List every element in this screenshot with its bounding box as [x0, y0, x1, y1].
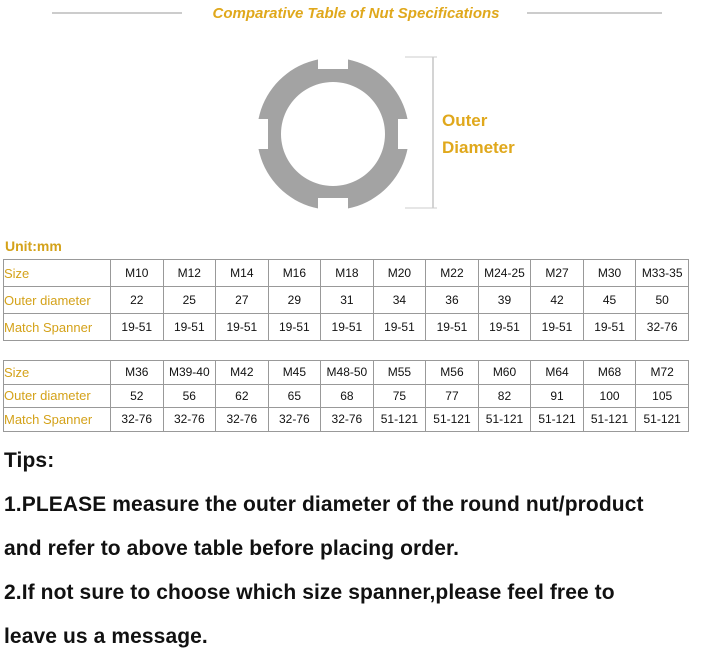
- table-cell: 19-51: [162, 313, 217, 341]
- table-row: Size M36 M39-40 M42 M45 M48-50 M55 M56 M60 M64 M68…: [3, 360, 689, 385]
- table-cell: 32-76: [162, 407, 217, 432]
- table-cell: M30: [582, 259, 637, 287]
- table-cell: 51-121: [372, 407, 427, 432]
- tip-line: 1.PLEASE measure the outer diameter of t…: [4, 493, 644, 516]
- table-cell: 42: [530, 286, 584, 314]
- table-cell: 65: [267, 383, 322, 408]
- table-row: Outer diameter 52 56 62 65 68 75 77 82 91 100 105: [3, 383, 689, 408]
- row-header: Size: [3, 259, 111, 287]
- table-cell: 77: [425, 383, 479, 408]
- table-cell: 51-121: [635, 407, 689, 432]
- table-cell: 19-51: [425, 313, 479, 341]
- diagram-label: Diameter: [442, 138, 515, 157]
- table-cell: 25: [162, 286, 217, 314]
- table-cell: 75: [372, 383, 427, 408]
- table-row: Outer diameter 22 25 27 29 31 34 36 39 42 45 50: [3, 286, 689, 314]
- diagram: Comparative Table of Nut Specifications …: [52, 5, 662, 211]
- table-cell: 68: [320, 383, 374, 408]
- table-cell: 51-121: [425, 407, 479, 432]
- table-cell: 19-51: [215, 313, 269, 341]
- table-cell: 52: [110, 383, 164, 408]
- table-cell: 32-76: [267, 407, 322, 432]
- table-cell: 36: [425, 286, 479, 314]
- table-cell: 39: [477, 286, 532, 314]
- table-cell: 62: [215, 383, 269, 408]
- table-cell: M60: [477, 360, 532, 385]
- table-cell: M22: [425, 259, 479, 287]
- table-cell: M16: [267, 259, 322, 287]
- table-cell: 82: [477, 383, 532, 408]
- unit: Unit:mm: [5, 238, 62, 254]
- table-cell: M39-40: [162, 360, 217, 385]
- table-row: Match Spanner 19-51 19-51 19-51 19-51 19-51 19…: [3, 313, 689, 341]
- table-cell: 56: [162, 383, 217, 408]
- table-cell: 32-76: [635, 313, 689, 341]
- table-cell: M10: [110, 259, 164, 287]
- table-cell: 19-51: [477, 313, 532, 341]
- table-cell: 32-76: [215, 407, 269, 432]
- row-header: Match Spanner: [3, 313, 111, 341]
- table-cell: 31: [320, 286, 374, 314]
- title: Comparative Table of Nut Specifications: [213, 5, 500, 22]
- table-cell: M24-25: [477, 259, 532, 287]
- row-header: Match Spanner: [3, 407, 111, 432]
- table-cell: M55: [372, 360, 427, 385]
- table-cell: 105: [635, 383, 689, 408]
- table-cell: M48-50: [320, 360, 374, 385]
- table-cell: M45: [267, 360, 322, 385]
- table-cell: 19-51: [320, 313, 374, 341]
- table-cell: 91: [530, 383, 584, 408]
- table-cell: M36: [110, 360, 164, 385]
- table-cell: M64: [530, 360, 584, 385]
- table-cell: 19-51: [267, 313, 322, 341]
- row-header: Outer diameter: [3, 383, 111, 408]
- spec-table: Size M10 M12 M14 M16 M18 M20 M22 M24-25 M27 M30 M33…: [3, 259, 689, 341]
- table-cell: 51-121: [582, 407, 637, 432]
- table-cell: 27: [215, 286, 269, 314]
- row-header: Outer diameter: [3, 286, 111, 314]
- nut-icon: [255, 56, 411, 211]
- table-cell: M20: [372, 259, 427, 287]
- table-cell: 45: [582, 286, 637, 314]
- diagram-label: Outer: [442, 111, 488, 130]
- spec-table: Size M36 M39-40 M42 M45 M48-50 M55 M56 M60 M64 M68…: [3, 360, 689, 432]
- row-header: Size: [3, 360, 111, 385]
- table-cell: M27: [530, 259, 584, 287]
- table-cell: 19-51: [110, 313, 164, 341]
- table-cell: M42: [215, 360, 269, 385]
- tip-line: leave us a message.: [4, 625, 208, 648]
- table-cell: 19-51: [530, 313, 584, 341]
- table-cell: 32-76: [110, 407, 164, 432]
- table-cell: 100: [582, 383, 637, 408]
- table-cell: 19-51: [582, 313, 637, 341]
- table-cell: 50: [635, 286, 689, 314]
- table-cell: M72: [635, 360, 689, 385]
- table-cell: M33-35: [635, 259, 689, 287]
- table-cell: 51-121: [530, 407, 584, 432]
- table-cell: 32-76: [320, 407, 374, 432]
- table-cell: 51-121: [477, 407, 532, 432]
- table-cell: M14: [215, 259, 269, 287]
- table-cell: 34: [372, 286, 427, 314]
- table-cell: M18: [320, 259, 374, 287]
- table-cell: M56: [425, 360, 479, 385]
- table-cell: M68: [582, 360, 637, 385]
- table-cell: 19-51: [372, 313, 427, 341]
- tips-heading: Tips:: [4, 449, 55, 472]
- table-cell: 22: [110, 286, 164, 314]
- table-row: Size M10 M12 M14 M16 M18 M20 M22 M24-25 M27 M30 M33…: [3, 259, 689, 287]
- tip-line: and refer to above table before placing …: [4, 537, 460, 560]
- table-cell: M12: [162, 259, 217, 287]
- table-cell: 29: [267, 286, 322, 314]
- table-row: Match Spanner 32-76 32-76 32-76 32-76 32-76 51…: [3, 407, 689, 432]
- tip-line: 2.If not sure to choose which size spann…: [4, 581, 615, 604]
